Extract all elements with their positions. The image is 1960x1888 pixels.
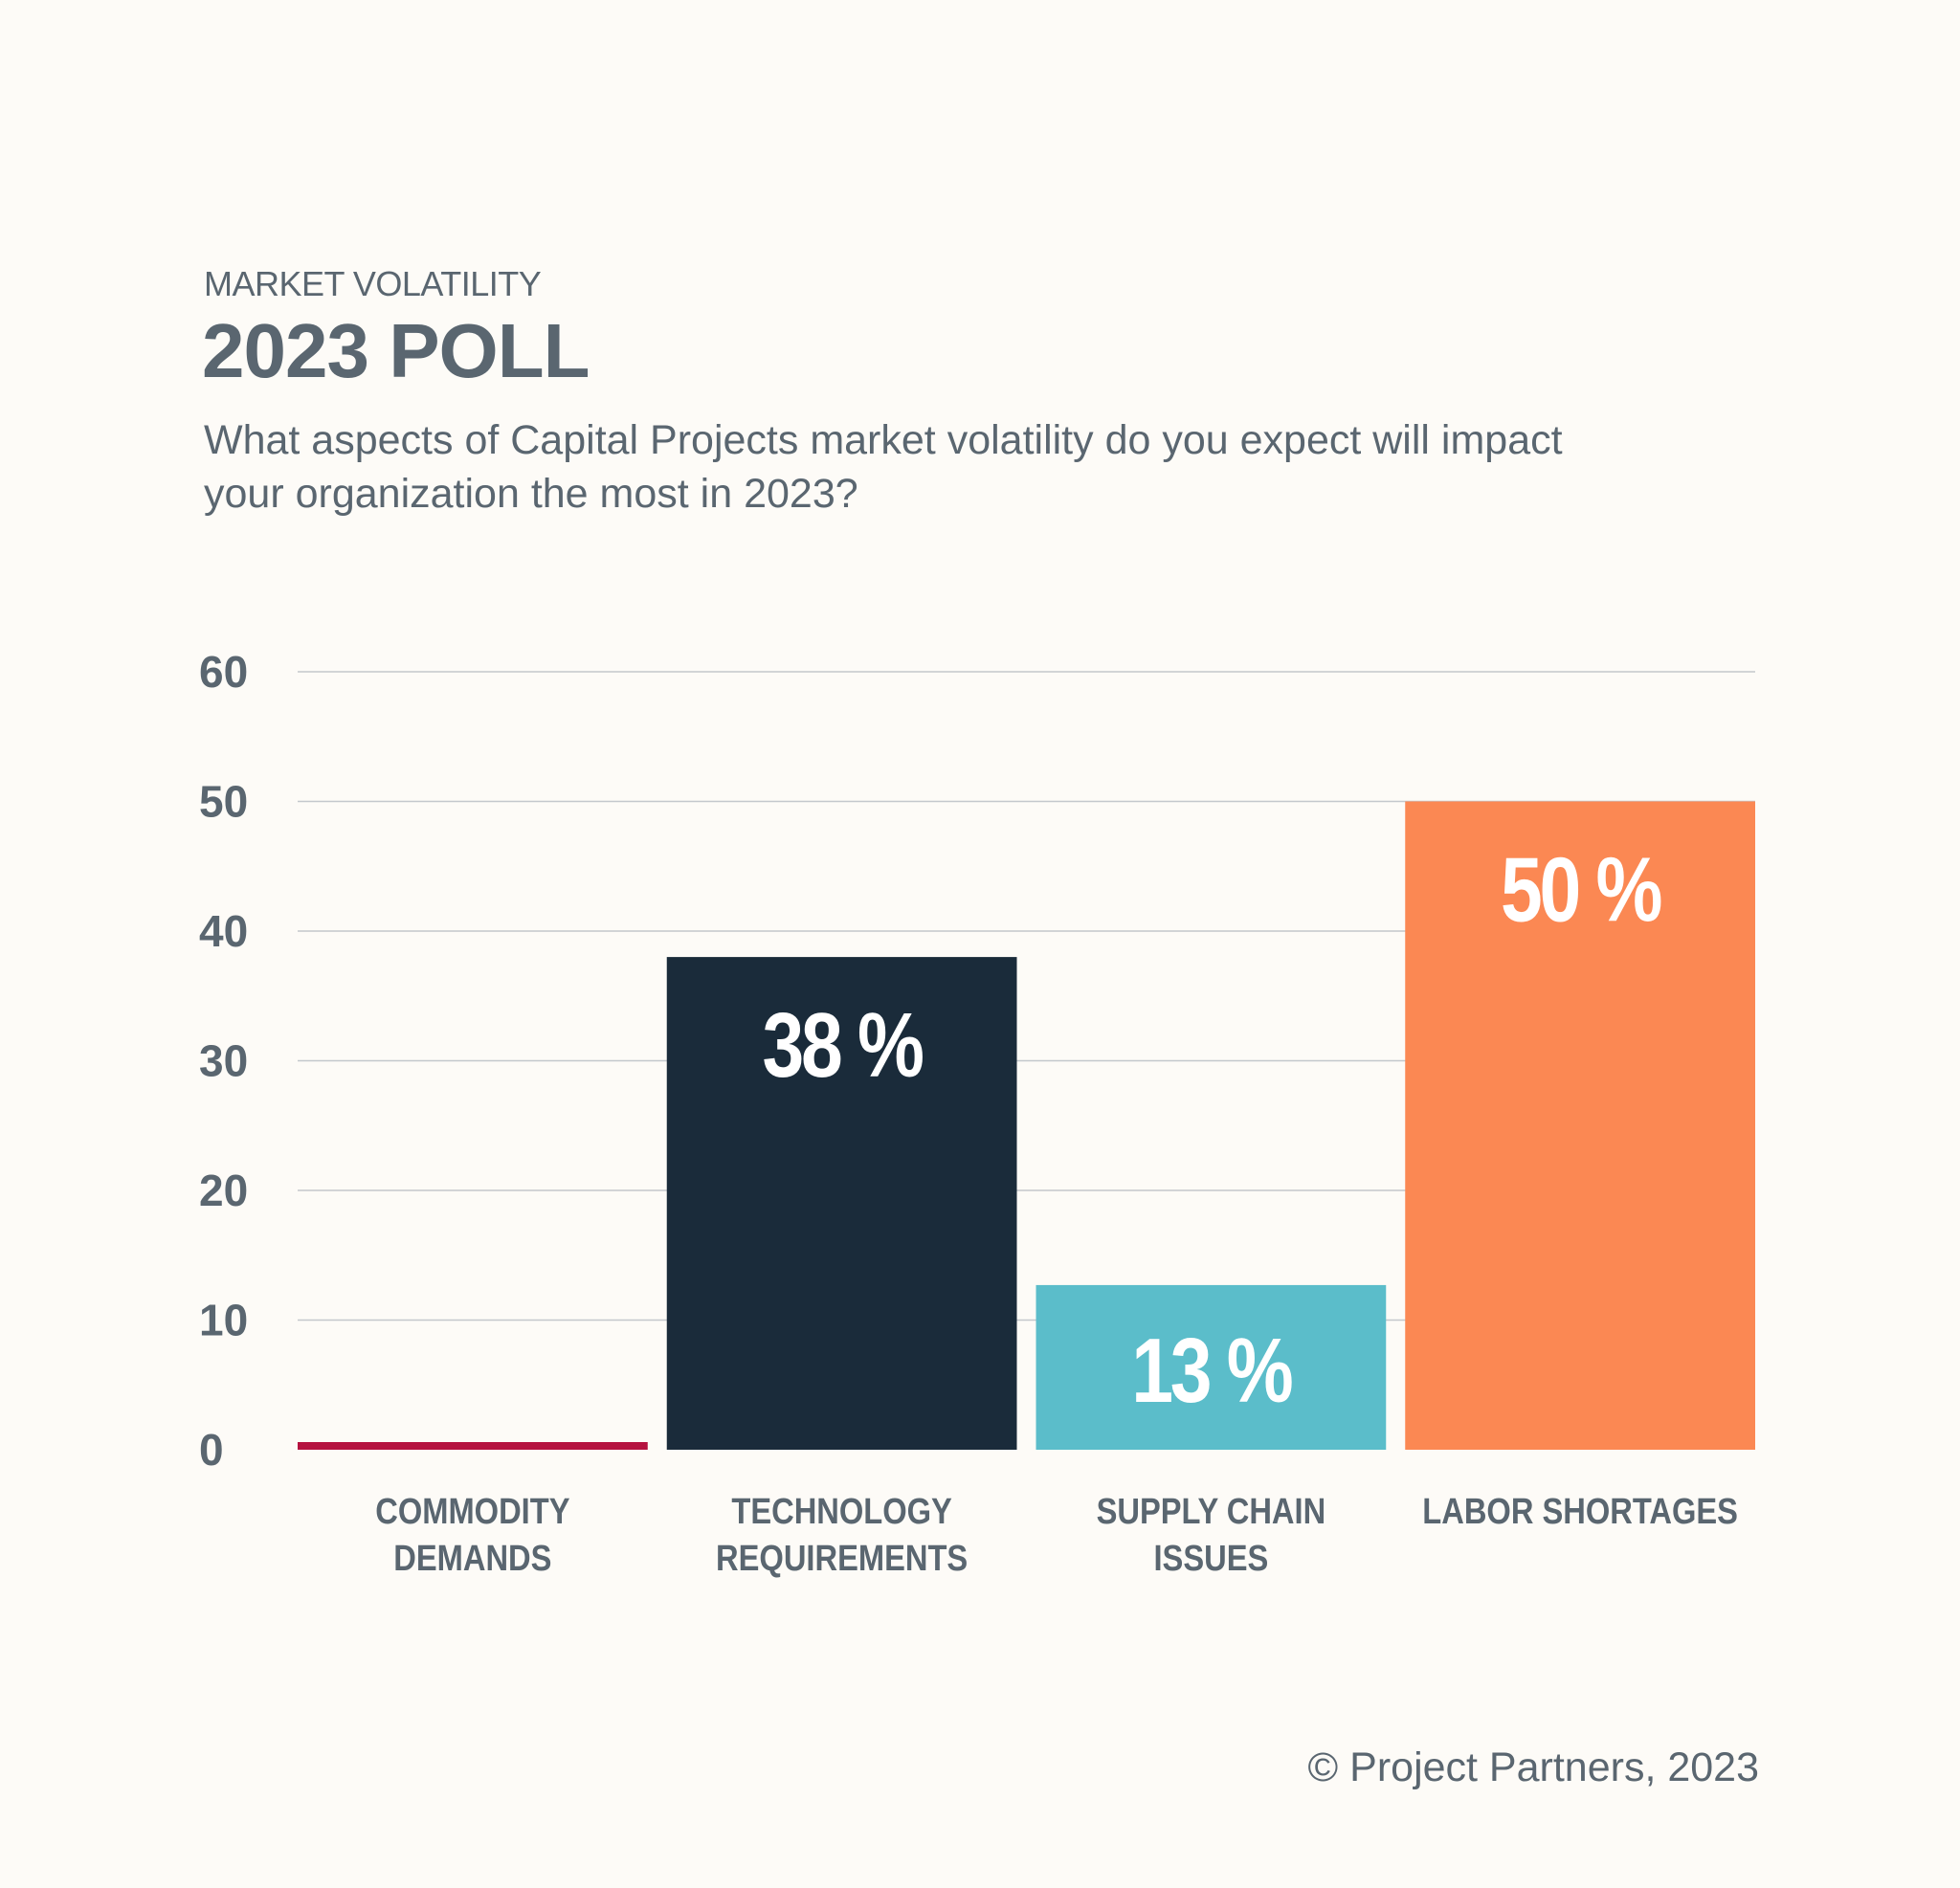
x-tick-label: LABOR SHORTAGES — [1422, 1491, 1738, 1532]
x-axis-ticks: COMMODITY DEMANDS TECHNOLOGY REQUIREMENTS SU… — [375, 1491, 1738, 1579]
copyright: © Project Partners, 2023 — [1307, 1744, 1759, 1790]
bar-0 — [298, 1442, 648, 1450]
y-tick-label: 10 — [199, 1296, 248, 1345]
y-tick-label: 30 — [199, 1036, 248, 1086]
chart-eyebrow: MARKET VOLATILITY — [204, 264, 542, 303]
bars — [298, 801, 1755, 1450]
chart-question: What aspects of Capital Projects market … — [204, 417, 1563, 517]
x-tick-label: TECHNOLOGY — [731, 1491, 952, 1532]
y-tick-label: 0 — [199, 1425, 224, 1475]
bar-2 — [1036, 1284, 1387, 1450]
y-axis-ticks: 0 10 20 30 40 50 60 — [199, 647, 248, 1475]
bar-1 — [666, 957, 1017, 1450]
bar-value-label: 50 % — [1501, 838, 1661, 941]
bar-value-labels: 38 % 13 % 50 % — [762, 838, 1663, 1422]
bar-value-label: 13 % — [1131, 1320, 1292, 1422]
x-tick-label: DEMANDS — [393, 1538, 551, 1579]
x-tick-label: ISSUES — [1153, 1538, 1268, 1579]
x-tick-label: SUPPLY CHAIN — [1097, 1491, 1326, 1532]
y-tick-label: 60 — [199, 647, 248, 697]
chart-title: 2023 POLL — [202, 308, 590, 393]
x-tick-label: COMMODITY — [375, 1491, 570, 1532]
y-tick-label: 20 — [199, 1166, 248, 1215]
y-tick-label: 40 — [199, 906, 248, 956]
bar-value-label: 38 % — [762, 994, 923, 1097]
y-tick-label: 50 — [199, 777, 248, 827]
x-tick-label: REQUIREMENTS — [716, 1538, 968, 1579]
bar-3 — [1405, 801, 1755, 1450]
